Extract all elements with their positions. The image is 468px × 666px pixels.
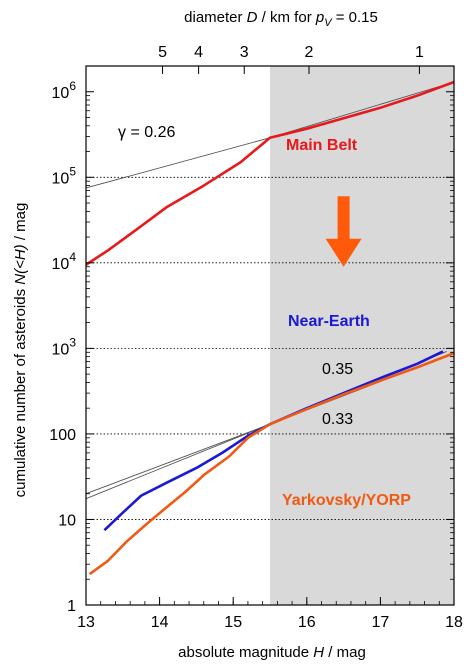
arrow-down-icon — [325, 196, 362, 267]
x-axis-text: absolute magnitude — [178, 644, 309, 661]
series-line-main-belt — [85, 80, 455, 266]
top-axis-pv-sub: V — [324, 17, 333, 29]
x-tick-label: 15 — [224, 614, 242, 631]
y-tick-label: 100 — [49, 427, 76, 444]
series-line-yarkovsky-yorp — [88, 351, 455, 576]
shaded-region — [270, 66, 454, 605]
y-tick-label: 104 — [52, 250, 77, 273]
series-line-near-earth — [103, 350, 444, 532]
series-label-yorp: Yarkovsky/YORP — [282, 492, 411, 509]
y-tick-label: 10 — [58, 512, 76, 529]
x-tick-label: 18 — [445, 614, 463, 631]
top-tick-label: 3 — [240, 44, 249, 61]
y-axis-title: cumulative number of asteroids N(<H) / m… — [12, 203, 29, 498]
series-label-near-earth: Near-Earth — [288, 313, 370, 330]
axis-ticks — [85, 65, 455, 606]
fit-label-yorp: 0.33 — [322, 411, 353, 428]
x-axis-title: absolute magnitude H / mag — [178, 644, 366, 661]
fit-label-main-belt: γ = 0.26 — [118, 124, 175, 141]
top-axis-title: diameter D / km for pV = 0.15 — [184, 9, 378, 29]
y-axis-unit: / mag — [12, 203, 29, 245]
y-tick-label: 1 — [67, 598, 76, 615]
top-tick-label: 1 — [415, 44, 424, 61]
x-tick-label: 13 — [77, 614, 95, 631]
y-tick-label: 105 — [52, 164, 77, 187]
top-tick-label: 5 — [158, 44, 167, 61]
fit-label-near-earth: 0.35 — [322, 361, 353, 378]
x-tick-label: 17 — [372, 614, 390, 631]
x-axis-unit: / mag — [324, 644, 366, 661]
top-tick-label: 2 — [305, 44, 314, 61]
x-tick-label: 16 — [298, 614, 316, 631]
top-axis-var: D — [247, 9, 258, 26]
plot-frame — [85, 65, 455, 606]
y-axis-var: N(<H) — [12, 244, 29, 284]
y-axis-text: cumulative number of asteroids — [12, 289, 29, 497]
data-series — [85, 80, 455, 576]
top-axis-pv: p — [315, 9, 324, 26]
tick-labels: 13 14 15 16 17 18 5 4 3 2 1 1 10 100 103 104 105 106 — [49, 44, 463, 631]
series-label-main-belt: Main Belt — [286, 137, 358, 154]
top-tick-label: 4 — [194, 44, 203, 61]
top-axis-text: diameter — [184, 9, 242, 26]
x-axis-var: H — [313, 644, 324, 661]
x-tick-label: 14 — [151, 614, 169, 631]
top-axis-unit: / km for — [258, 9, 312, 26]
y-tick-label: 106 — [52, 79, 77, 102]
top-axis-pv-value: = 0.15 — [332, 9, 378, 26]
y-tick-label: 103 — [52, 335, 77, 358]
